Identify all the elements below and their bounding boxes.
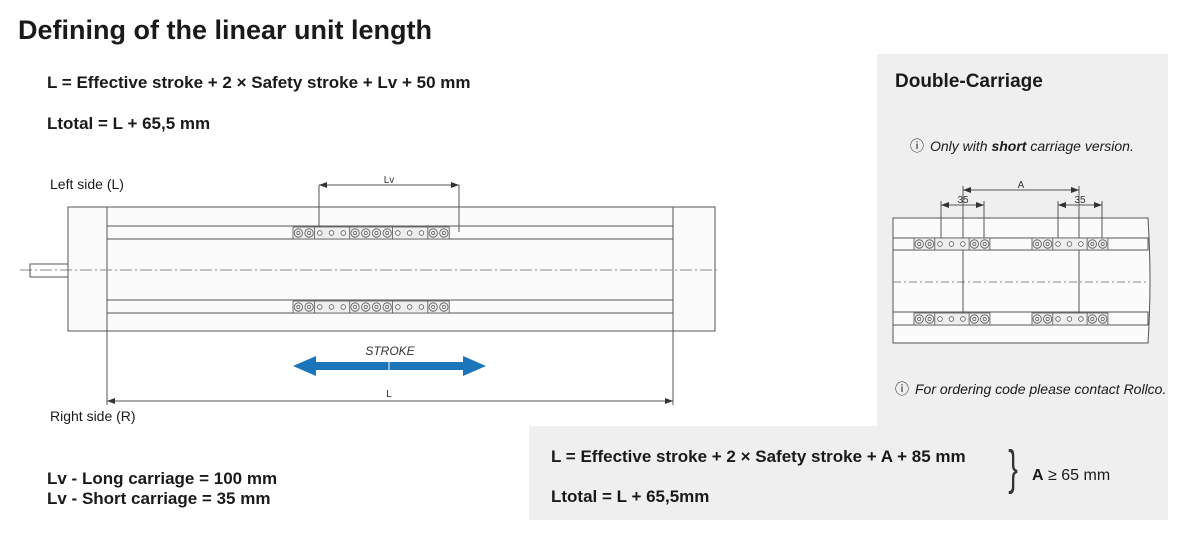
dim-35-right-label: 35: [1074, 195, 1086, 206]
double-formula-ltotal: Ltotal = L + 65,5mm: [551, 487, 710, 506]
stroke-label: STROKE: [365, 344, 415, 358]
double-rail-top: [892, 237, 1149, 251]
page-title: Defining of the linear unit length: [18, 15, 432, 45]
note-text: Only with: [930, 138, 992, 154]
lv-label: Lv: [384, 175, 395, 186]
info-icon: ⓘ: [910, 138, 924, 154]
note-ordering-code: ⓘ For ordering code please contact Rollco…: [895, 379, 1166, 399]
linear-unit-drawing: [20, 182, 720, 405]
carriage: [292, 226, 450, 240]
note-text-end: carriage version.: [1026, 138, 1134, 154]
right-side-label: Right side (R): [50, 408, 136, 424]
info-icon: ⓘ: [895, 381, 909, 397]
note-bold: short: [991, 138, 1027, 154]
left-side-label: Left side (L): [50, 176, 124, 192]
double-carriage-formula-box: [529, 426, 1168, 520]
brace: }: [1008, 442, 1018, 495]
double-formula-l: L = Effective stroke + 2 × Safety stroke…: [551, 447, 966, 466]
condition-a-symbol: A: [1032, 467, 1044, 484]
lv-long-carriage: Lv - Long carriage = 100 mm: [47, 469, 278, 488]
double-carriage-heading: Double-Carriage: [895, 71, 1043, 92]
note-text: For ordering code please contact Rollco.: [915, 381, 1167, 397]
note-short-carriage: ⓘ Only with short carriage version.: [910, 136, 1134, 156]
condition-a-value: ≥ 65 mm: [1048, 467, 1111, 484]
carriage: [292, 300, 450, 314]
condition-a: A ≥ 65 mm: [1032, 467, 1110, 485]
dim-35-left-label: 35: [957, 195, 969, 206]
drive-shaft: [29, 263, 69, 278]
double-rail-bottom: [892, 311, 1149, 326]
lv-short-carriage: Lv - Short carriage = 35 mm: [47, 489, 271, 508]
formula-ltotal: Ltotal = L + 65,5 mm: [47, 114, 211, 133]
l-label: L: [386, 389, 392, 400]
a-label: A: [1018, 180, 1025, 191]
formula-l: L = Effective stroke + 2 × Safety stroke…: [47, 73, 471, 92]
